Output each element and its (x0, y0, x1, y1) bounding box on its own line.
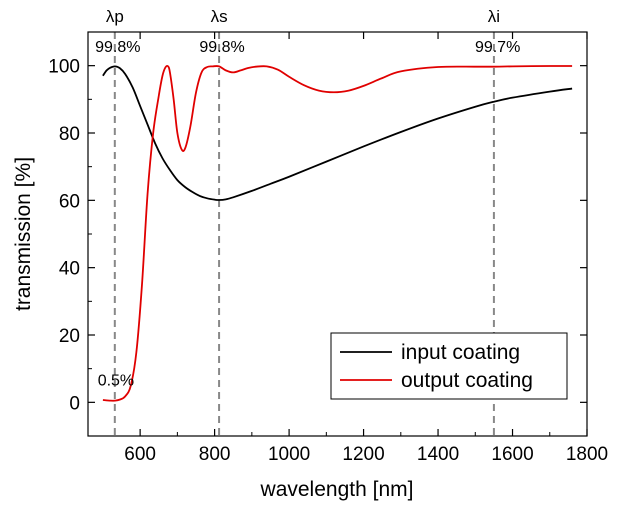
annotation-2: 99.7% (475, 39, 520, 56)
x-tick-label-3: 1200 (342, 444, 384, 465)
legend-label-0: input coating (401, 341, 520, 364)
y-tick-label-0: 0 (69, 393, 80, 414)
legend-box (330, 332, 568, 400)
y-axis-title: transmission [%] (12, 157, 35, 311)
x-tick-label-6: 1800 (566, 444, 608, 465)
annotation-3: 0.5% (98, 373, 134, 390)
legend: input coating output coating (330, 332, 568, 400)
x-tick-label-1: 800 (199, 444, 231, 465)
x-tick-label-0: 600 (124, 444, 156, 465)
y-tick-label-3: 60 (59, 191, 80, 212)
x-tick-label-2: 1000 (268, 444, 310, 465)
x-tick-label-5: 1600 (491, 444, 533, 465)
legend-label-1: output coating (401, 369, 533, 392)
vline-label-1: λs (211, 7, 228, 26)
x-axis-title: wavelength [nm] (260, 478, 414, 501)
x-tick-label-4: 1400 (417, 444, 459, 465)
annotation-1: 99.8% (199, 39, 244, 56)
y-tick-label-4: 80 (59, 124, 80, 145)
series-line-0 (102, 65, 573, 201)
y-tick-label-2: 40 (59, 259, 80, 280)
vline-label-0: λp (106, 7, 124, 26)
series-line-1 (102, 64, 573, 402)
series-lines (102, 64, 573, 402)
vline-label-2: λi (488, 7, 500, 26)
annotation-0: 99.8% (95, 39, 140, 56)
y-tick-label-1: 20 (59, 326, 80, 347)
y-tick-label-5: 100 (48, 57, 80, 78)
axis-ticks: 600 800 1000 1200 1400 1600 1800 0 20 40 60 80 100 (48, 31, 608, 465)
annotations: 99.8% 99.8% 99.7% 0.5% (95, 39, 520, 389)
